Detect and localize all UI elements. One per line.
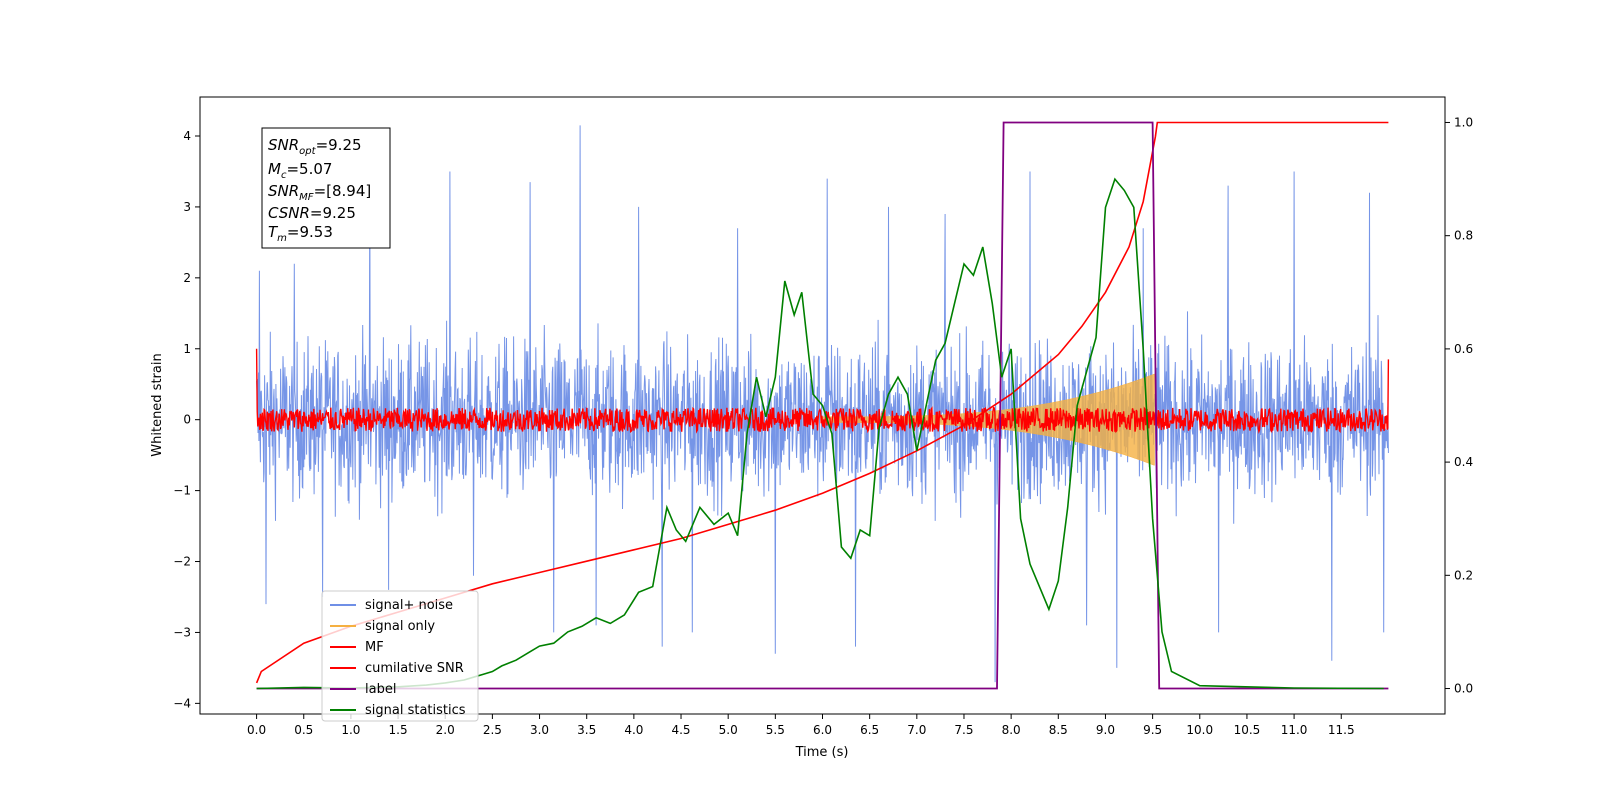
svg-text:SNRopt=9.25: SNRopt=9.25	[268, 136, 362, 157]
y2-tick-label: 0.4	[1454, 455, 1473, 469]
legend-label: MF	[365, 640, 384, 655]
y-tick-label: −3	[173, 625, 191, 639]
y-axis-label: Whitened strain	[150, 353, 165, 456]
x-tick-label: 7.5	[954, 723, 973, 737]
legend: signal+ noise signal only MF cumilative SNR…	[321, 590, 479, 722]
legend-label: label	[365, 682, 396, 697]
x-axis-label: Time (s)	[795, 745, 849, 760]
legend-label: signal only	[365, 619, 435, 634]
x-tick-label: 8.0	[1002, 723, 1021, 737]
y2-tick-label: 0.2	[1454, 568, 1473, 582]
x-tick-label: 6.5	[860, 723, 879, 737]
y-axis-right: 0.0 0.2 0.4 0.6 0.8 1.0	[1445, 115, 1473, 696]
x-tick-label: 8.5	[1049, 723, 1068, 737]
y-tick-label: −2	[173, 555, 191, 569]
x-tick-label: 4.5	[671, 723, 690, 737]
x-tick-label: 7.0	[907, 723, 926, 737]
x-tick-label: 10.5	[1234, 723, 1261, 737]
x-tick-label: 9.0	[1096, 723, 1115, 737]
y-tick-label: 3	[183, 200, 191, 214]
csnr-value: =9.25	[310, 204, 356, 222]
svg-text:Tm=9.53: Tm=9.53	[268, 223, 333, 244]
x-tick-label: 1.0	[341, 723, 360, 737]
x-tick-label: 2.0	[436, 723, 455, 737]
x-tick-label: 5.5	[766, 723, 785, 737]
y2-tick-label: 0.8	[1454, 229, 1473, 243]
x-tick-label: 2.5	[483, 723, 502, 737]
x-tick-label: 3.0	[530, 723, 549, 737]
svg-text:SNRMF=[8.94]: SNRMF=[8.94]	[268, 182, 371, 203]
legend-label: cumilative SNR	[365, 661, 464, 676]
x-tick-label: 5.0	[719, 723, 738, 737]
y-tick-label: 2	[183, 271, 191, 285]
x-tick-label: 0.5	[294, 723, 313, 737]
x-tick-label: 11.5	[1328, 723, 1355, 737]
x-tick-label: 10.0	[1186, 723, 1213, 737]
y2-tick-label: 0.0	[1454, 682, 1473, 696]
x-tick-label: 9.5	[1143, 723, 1162, 737]
svg-text:CSNR=9.25: CSNR=9.25	[268, 204, 356, 222]
y-tick-label: 0	[183, 413, 191, 427]
x-tick-label: 1.5	[389, 723, 408, 737]
y-tick-label: −1	[173, 484, 191, 498]
y-tick-label: −4	[173, 696, 191, 710]
series-signal-statistics	[256, 177, 1384, 690]
snr-opt-value: =9.25	[316, 136, 362, 154]
tm-value: =9.53	[287, 223, 333, 241]
legend-label: signal statistics	[365, 703, 466, 718]
x-tick-label: 3.5	[577, 723, 596, 737]
annotation-box: SNRopt=9.25 Mc=5.07 SNRMF=[8.94] CSNR=9.…	[261, 127, 391, 249]
series-label	[256, 121, 1389, 690]
x-axis: 0.0 0.5 1.0 1.5 2.0 2.5 3.0 3.5 4.0 4.5 5.0 5.5 6.0 6…	[247, 714, 1355, 737]
mc-value: =5.07	[286, 160, 332, 178]
x-tick-label: 0.0	[247, 723, 266, 737]
x-tick-label: 6.0	[813, 723, 832, 737]
x-tick-label: 11.0	[1281, 723, 1308, 737]
svg-text:Mc=5.07: Mc=5.07	[268, 160, 332, 181]
series-mf	[255, 348, 1390, 434]
y-axis-left: −4 −3 −2 −1 0 1 2 3 4	[173, 129, 200, 710]
plot-area	[255, 121, 1390, 690]
legend-label: signal+ noise	[365, 598, 453, 613]
y-tick-label: 1	[183, 342, 191, 356]
snr-mf-value: =[8.94]	[314, 182, 372, 200]
x-tick-label: 4.0	[624, 723, 643, 737]
y-tick-label: 4	[183, 129, 191, 143]
y2-tick-label: 0.6	[1454, 342, 1473, 356]
y2-tick-label: 1.0	[1454, 115, 1473, 129]
